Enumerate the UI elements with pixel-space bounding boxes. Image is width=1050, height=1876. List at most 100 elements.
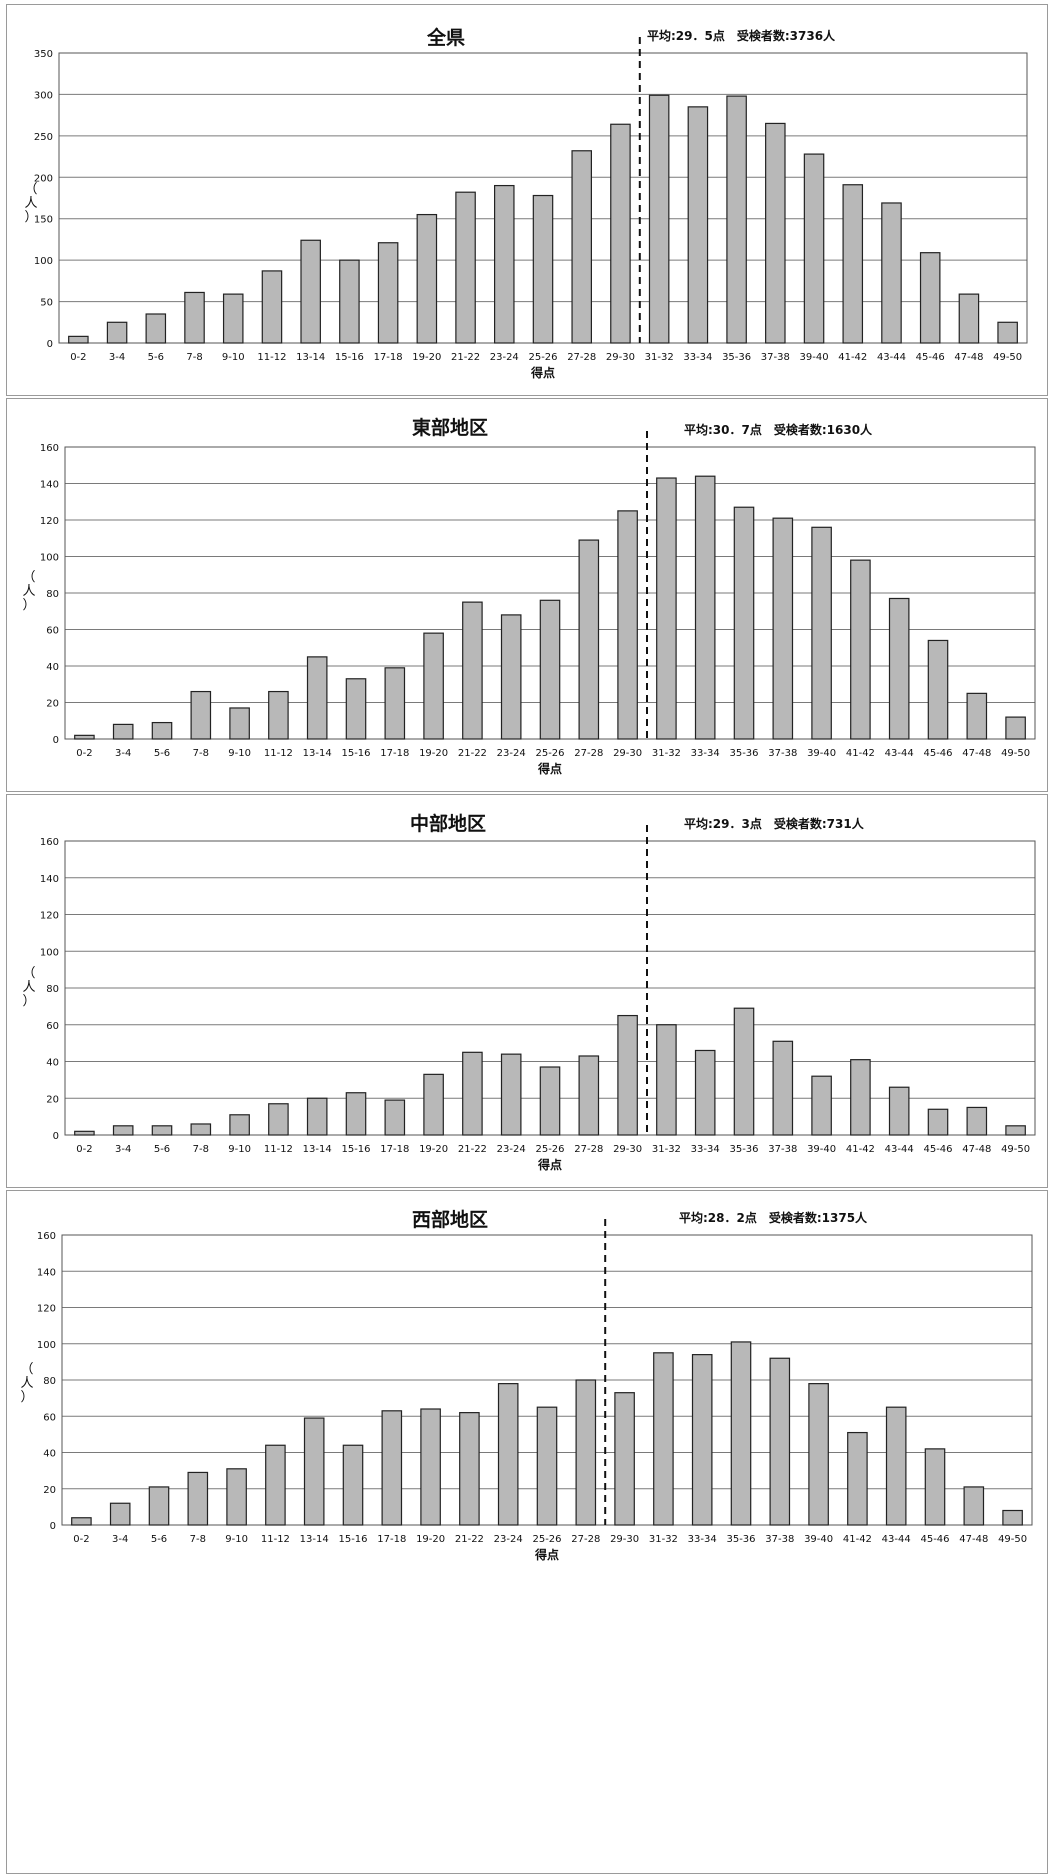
x-tick-label: 23-24 xyxy=(497,1144,526,1155)
bar xyxy=(68,335,89,344)
bar xyxy=(769,1357,791,1526)
x-tick-label: 0-2 xyxy=(76,748,92,759)
bar xyxy=(345,678,367,740)
bar-chart-east: 0 20 40 60 80 100 120 140 160 0-2 3-4 5-6 7-8 9-10 11-… xyxy=(40,431,1036,776)
x-tick-label: 45-46 xyxy=(916,352,945,363)
bar xyxy=(226,1468,247,1526)
y-tick-label: 0 xyxy=(53,1131,59,1142)
x-tick-label: 11-12 xyxy=(264,1144,293,1155)
bar xyxy=(808,1383,829,1526)
x-tick-label: 35-36 xyxy=(729,1144,758,1155)
x-tick-label: 11-12 xyxy=(261,1534,290,1545)
y-tick-label: 60 xyxy=(46,1021,59,1032)
bar xyxy=(377,242,399,344)
y-tick-label: 120 xyxy=(40,516,59,527)
bar xyxy=(730,1341,752,1526)
x-tick-label: 33-34 xyxy=(688,1534,717,1545)
x-tick-label: 9-10 xyxy=(228,1144,251,1155)
bar xyxy=(919,252,941,344)
x-tick-label: 43-44 xyxy=(885,748,914,759)
bar xyxy=(145,313,167,344)
x-tick-label: 45-46 xyxy=(923,1144,952,1155)
x-tick-label: 7-8 xyxy=(190,1534,206,1545)
bar xyxy=(694,1049,716,1136)
chart-title: 全県 xyxy=(427,27,466,49)
y-tick-label: 120 xyxy=(37,1304,56,1315)
x-tick-label: 19-20 xyxy=(416,1534,445,1545)
bar xyxy=(966,692,988,740)
bar xyxy=(184,291,205,344)
bar xyxy=(151,721,173,740)
bar xyxy=(229,707,250,740)
x-tick-label: 25-26 xyxy=(535,1144,564,1155)
y-tick-label: 80 xyxy=(46,589,59,600)
bar xyxy=(803,153,825,344)
chart-panel-all: 全県 平均:29．5点 受検者数:3736人 （人） 0 50 100 150 200 2… xyxy=(6,4,1048,396)
x-tick-label: 21-22 xyxy=(458,1144,487,1155)
y-tick-label: 100 xyxy=(37,1340,56,1351)
x-tick-label: 35-36 xyxy=(729,748,758,759)
bar-chart-west: 0 20 40 60 80 100 120 140 160 0-2 3-4 5-6 7-8 9-10 11-… xyxy=(37,1219,1033,1562)
bar xyxy=(1005,716,1026,740)
x-tick-label: 23-24 xyxy=(490,352,519,363)
bar xyxy=(536,1406,558,1526)
chart-title: 東部地区 xyxy=(412,417,489,439)
bar xyxy=(300,239,321,344)
y-tick-label: 0 xyxy=(50,1521,56,1532)
x-tick-label: 17-18 xyxy=(380,1144,409,1155)
bar xyxy=(888,597,910,740)
bar xyxy=(109,1502,131,1526)
bar xyxy=(265,1444,286,1526)
bar xyxy=(927,1108,949,1136)
bar xyxy=(578,1055,600,1136)
bar xyxy=(850,1059,871,1136)
bar xyxy=(1005,1125,1026,1136)
chart-panel-west: 西部地区 平均:28．2点 受検者数:1375人 （人） 0 20 40 60 80 10… xyxy=(6,1190,1048,1874)
x-tick-label: 43-44 xyxy=(882,1534,911,1545)
x-tick-label: 33-34 xyxy=(691,748,720,759)
x-tick-label: 39-40 xyxy=(800,352,829,363)
x-tick-label: 3-4 xyxy=(115,748,131,759)
x-tick-label: 5-6 xyxy=(154,748,170,759)
x-tick-label: 29-30 xyxy=(610,1534,639,1545)
x-tick-label: 31-32 xyxy=(645,352,674,363)
x-tick-label: 7-8 xyxy=(193,748,209,759)
x-tick-label: 21-22 xyxy=(458,748,487,759)
x-tick-label: 17-18 xyxy=(374,352,403,363)
bar xyxy=(268,690,289,740)
x-tick-label: 45-46 xyxy=(923,748,952,759)
x-axis-label: 得点 xyxy=(537,761,562,776)
x-tick-label: 37-38 xyxy=(761,352,790,363)
bar xyxy=(687,106,709,344)
y-tick-label: 160 xyxy=(40,837,59,848)
y-tick-label: 60 xyxy=(46,626,59,637)
x-tick-label: 19-20 xyxy=(419,748,448,759)
x-tick-label: 27-28 xyxy=(567,352,596,363)
chart-stats: 平均:29．5点 受検者数:3736人 xyxy=(647,29,836,43)
bar xyxy=(881,202,902,344)
bar xyxy=(610,123,631,344)
y-tick-label: 80 xyxy=(43,1376,56,1387)
x-tick-label: 31-32 xyxy=(652,1144,681,1155)
x-tick-label: 49-50 xyxy=(1001,748,1030,759)
x-tick-label: 15-16 xyxy=(341,1144,370,1155)
bar-chart-all: 0 50 100 150 200 250 300 350 0-2 3-4 5-6 7-8 9-10 11-… xyxy=(34,37,1028,380)
bar xyxy=(381,1410,403,1526)
x-tick-label: 17-18 xyxy=(380,748,409,759)
x-tick-label: 35-36 xyxy=(722,352,751,363)
x-tick-label: 49-50 xyxy=(1001,1144,1030,1155)
bar xyxy=(656,477,677,740)
x-tick-label: 39-40 xyxy=(804,1534,833,1545)
y-tick-label: 40 xyxy=(43,1449,56,1460)
x-tick-label: 11-12 xyxy=(264,748,293,759)
x-tick-label: 27-28 xyxy=(574,748,603,759)
x-tick-label: 15-16 xyxy=(341,748,370,759)
bar xyxy=(691,1354,713,1526)
x-tick-label: 35-36 xyxy=(726,1534,755,1545)
bar xyxy=(617,1014,638,1136)
x-axis-label: 得点 xyxy=(537,1157,562,1172)
bar xyxy=(733,506,755,740)
x-tick-label: 19-20 xyxy=(419,1144,448,1155)
x-tick-label: 31-32 xyxy=(652,748,681,759)
bar xyxy=(963,1486,985,1526)
